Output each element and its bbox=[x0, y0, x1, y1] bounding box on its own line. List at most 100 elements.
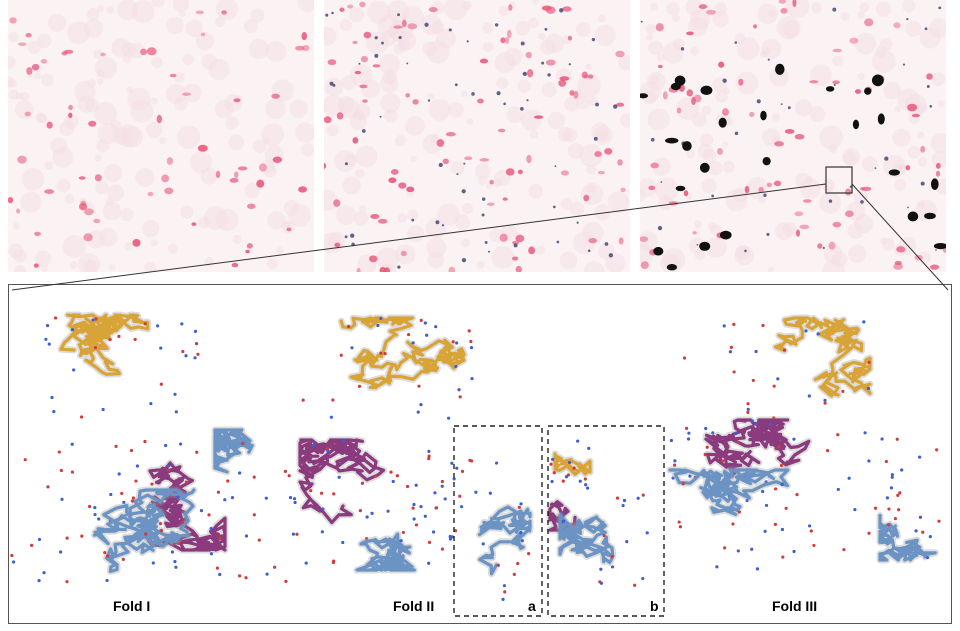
nucleus bbox=[333, 199, 341, 207]
tissue-texture bbox=[702, 149, 717, 163]
stain-speck bbox=[734, 41, 738, 44]
nucleus bbox=[412, 99, 419, 105]
stain-speck bbox=[849, 185, 852, 188]
tissue-texture bbox=[151, 56, 163, 68]
nucleus bbox=[832, 48, 842, 53]
tissue-texture bbox=[200, 167, 218, 185]
nucleus bbox=[377, 218, 388, 224]
stain-speck bbox=[924, 27, 928, 31]
nucleus bbox=[195, 10, 204, 15]
stain-speck bbox=[438, 162, 443, 168]
tissue-texture bbox=[474, 163, 491, 180]
histology-panel-right bbox=[640, 0, 946, 272]
tissue-texture bbox=[930, 133, 946, 154]
tissue-texture bbox=[541, 81, 557, 98]
nucleus bbox=[515, 265, 522, 272]
tissue-texture bbox=[532, 0, 540, 5]
fold-iii-label: Fold III bbox=[772, 598, 818, 614]
tissue-texture bbox=[444, 0, 468, 21]
tissue-texture bbox=[159, 136, 167, 145]
tissue-texture bbox=[98, 227, 118, 247]
nucleus bbox=[722, 108, 729, 116]
nucleus bbox=[686, 89, 694, 97]
stain-speck bbox=[613, 104, 618, 109]
nucleus bbox=[541, 5, 552, 11]
black-deposit bbox=[675, 185, 686, 192]
nucleus bbox=[393, 25, 403, 29]
tissue-texture bbox=[324, 77, 344, 97]
tissue-texture bbox=[20, 191, 42, 213]
nucleus bbox=[18, 42, 27, 46]
tissue-texture bbox=[937, 100, 946, 108]
tissue-texture bbox=[857, 72, 865, 81]
tissue-texture bbox=[857, 11, 865, 19]
stain-speck bbox=[503, 102, 506, 106]
stain-speck bbox=[456, 173, 459, 176]
stain-speck bbox=[860, 200, 864, 204]
stain-speck bbox=[488, 250, 491, 253]
tissue-texture bbox=[579, 143, 603, 168]
tissue-texture bbox=[917, 157, 928, 167]
nucleus bbox=[286, 227, 292, 232]
tissue-texture bbox=[564, 96, 579, 112]
tissue-texture bbox=[367, 0, 391, 24]
nucleus bbox=[911, 113, 920, 118]
nucleus bbox=[464, 156, 473, 161]
tissue-texture bbox=[654, 177, 679, 202]
tissue-texture bbox=[348, 6, 365, 23]
stain-speck bbox=[358, 62, 361, 65]
nucleus bbox=[352, 137, 359, 144]
stain-speck bbox=[711, 194, 715, 198]
stain-speck bbox=[556, 240, 560, 244]
nucleus bbox=[893, 22, 901, 29]
tissue-texture bbox=[174, 97, 188, 111]
nucleus bbox=[567, 35, 573, 41]
tissue-texture bbox=[450, 161, 465, 175]
tissue-texture bbox=[8, 89, 19, 100]
stain-speck bbox=[554, 165, 557, 168]
tissue-texture bbox=[180, 205, 194, 219]
tissue-texture bbox=[250, 8, 265, 23]
tissue-texture bbox=[21, 168, 45, 191]
tissue-texture bbox=[14, 265, 27, 272]
nucleus bbox=[505, 168, 515, 176]
stain-speck bbox=[604, 242, 609, 246]
tissue-texture bbox=[378, 53, 400, 75]
stain-speck bbox=[929, 104, 933, 108]
tissue-texture bbox=[648, 40, 664, 56]
nucleus bbox=[668, 201, 679, 206]
stain-speck bbox=[660, 181, 663, 183]
tissue-texture bbox=[354, 168, 365, 179]
stain-speck bbox=[471, 92, 475, 96]
stain-speck bbox=[787, 106, 791, 110]
nucleus bbox=[16, 208, 21, 214]
stain-speck bbox=[463, 162, 466, 165]
nucleus bbox=[778, 0, 787, 4]
tissue-texture bbox=[8, 31, 19, 43]
tissue-texture bbox=[93, 49, 103, 59]
tissue-texture bbox=[760, 50, 768, 58]
nucleus bbox=[88, 120, 97, 127]
nucleus bbox=[40, 59, 48, 64]
tissue-texture bbox=[204, 257, 214, 267]
tissue-texture bbox=[691, 112, 707, 128]
nucleus bbox=[859, 187, 866, 191]
black-deposit bbox=[653, 246, 664, 256]
tissue-texture bbox=[722, 160, 735, 173]
tissue-texture bbox=[243, 19, 258, 34]
nucleus bbox=[33, 263, 39, 268]
tissue-texture bbox=[50, 137, 68, 155]
stain-speck bbox=[828, 199, 833, 203]
nucleus bbox=[34, 231, 41, 237]
tissue-texture bbox=[197, 216, 211, 229]
tissue-texture bbox=[795, 172, 812, 189]
tissue-texture bbox=[350, 63, 373, 87]
tissue-texture bbox=[344, 153, 358, 167]
stain-speck bbox=[397, 265, 401, 269]
tissue-texture bbox=[151, 0, 165, 8]
tissue-texture bbox=[559, 251, 578, 270]
tissue-texture bbox=[466, 118, 474, 125]
stain-speck bbox=[526, 99, 529, 102]
nucleus bbox=[525, 51, 532, 59]
stain-speck bbox=[325, 13, 329, 17]
